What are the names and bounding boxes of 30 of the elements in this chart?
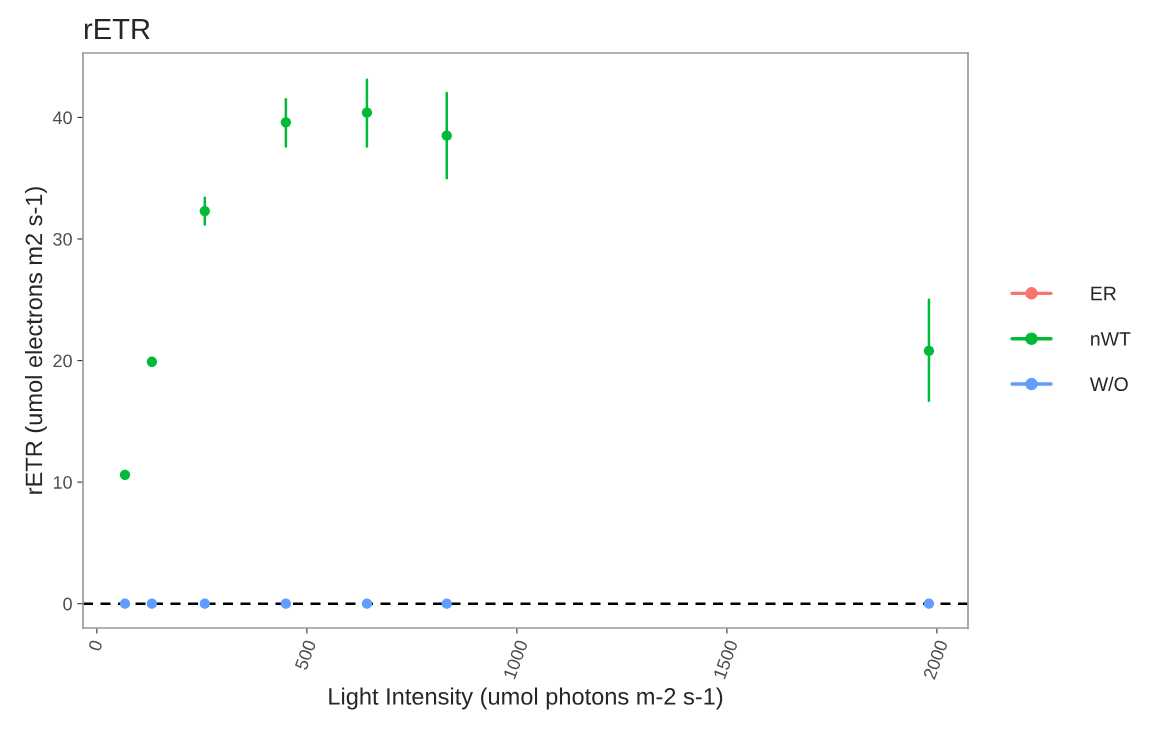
y-tick-label: 0 — [63, 597, 72, 611]
point — [923, 598, 935, 609]
y-tick-label: 20 — [53, 354, 72, 368]
x-tick-label: 500 — [294, 639, 317, 671]
legend-label: nWT — [1091, 332, 1131, 346]
point — [361, 107, 373, 118]
point — [441, 598, 452, 609]
x-tick-label: 1500 — [713, 639, 739, 680]
y-tick-label: 40 — [52, 111, 72, 125]
chart-title: rETR — [84, 19, 150, 40]
point — [199, 598, 210, 609]
point — [923, 345, 935, 356]
point — [146, 598, 158, 609]
y-tick-label: 10 — [53, 476, 72, 489]
point — [119, 469, 131, 480]
point — [280, 598, 292, 609]
x-tick-label: 1000 — [503, 639, 529, 680]
point — [361, 598, 373, 609]
x-tick-label: 2000 — [922, 639, 949, 680]
x-tick-label: 0 — [87, 639, 103, 652]
x-axis-title: Light Intensity (umol photons m-2 s-1) — [329, 687, 723, 710]
y-tick-label: 30 — [53, 232, 72, 246]
point — [280, 117, 292, 128]
point — [119, 598, 131, 609]
point — [146, 356, 158, 367]
point — [199, 205, 210, 217]
legend-label: ER — [1091, 286, 1116, 301]
legend-label: W/O — [1089, 376, 1128, 392]
y-axis-title: rETR (umol electrons m2 s-1) — [24, 187, 47, 494]
point — [441, 130, 452, 141]
